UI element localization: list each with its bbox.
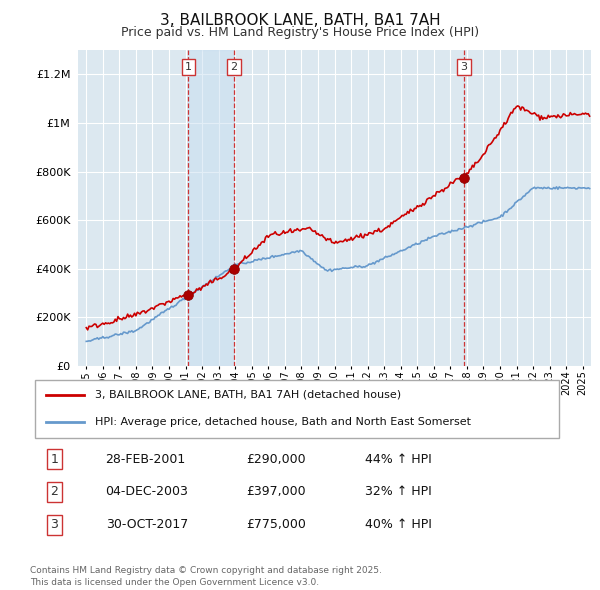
Text: 32% ↑ HPI: 32% ↑ HPI xyxy=(365,486,431,499)
Text: 30-OCT-2017: 30-OCT-2017 xyxy=(106,518,188,531)
Text: £775,000: £775,000 xyxy=(246,518,306,531)
Text: 2: 2 xyxy=(230,62,238,72)
Text: 3: 3 xyxy=(461,62,467,72)
Text: HPI: Average price, detached house, Bath and North East Somerset: HPI: Average price, detached house, Bath… xyxy=(95,417,471,427)
FancyBboxPatch shape xyxy=(35,380,559,438)
Text: Price paid vs. HM Land Registry's House Price Index (HPI): Price paid vs. HM Land Registry's House … xyxy=(121,26,479,39)
Text: £397,000: £397,000 xyxy=(246,486,305,499)
Bar xyxy=(188,50,234,366)
Text: 28-FEB-2001: 28-FEB-2001 xyxy=(106,453,186,466)
Text: 04-DEC-2003: 04-DEC-2003 xyxy=(106,486,188,499)
Text: 3, BAILBROOK LANE, BATH, BA1 7AH (detached house): 3, BAILBROOK LANE, BATH, BA1 7AH (detach… xyxy=(95,390,401,400)
Text: Contains HM Land Registry data © Crown copyright and database right 2025.
This d: Contains HM Land Registry data © Crown c… xyxy=(30,566,382,587)
Text: 1: 1 xyxy=(185,62,192,72)
Text: 2: 2 xyxy=(50,486,58,499)
Text: 1: 1 xyxy=(50,453,58,466)
Text: 44% ↑ HPI: 44% ↑ HPI xyxy=(365,453,431,466)
Text: 3, BAILBROOK LANE, BATH, BA1 7AH: 3, BAILBROOK LANE, BATH, BA1 7AH xyxy=(160,13,440,28)
Text: £290,000: £290,000 xyxy=(246,453,305,466)
Text: 40% ↑ HPI: 40% ↑ HPI xyxy=(365,518,431,531)
Text: 3: 3 xyxy=(50,518,58,531)
